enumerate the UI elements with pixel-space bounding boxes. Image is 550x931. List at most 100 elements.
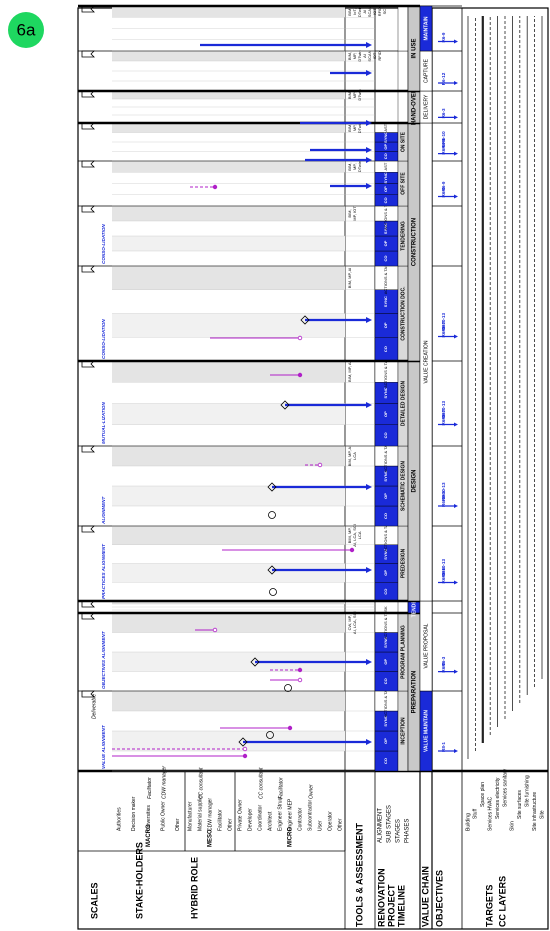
deliverable-flag — [81, 50, 95, 58]
scale-group: MESO — [208, 829, 214, 847]
sub-stage: AST — [383, 162, 388, 170]
timeline-sublabel: PHASES — [405, 819, 411, 843]
objective: R10-13 — [441, 482, 446, 498]
stage: PROGRAM PLANNING — [400, 625, 406, 679]
sub-column-shade — [112, 731, 345, 751]
timeline-label: RENOVATION — [376, 868, 386, 927]
milestone: VALUE ALIGNMENT — [101, 724, 106, 769]
deliverable-flag — [81, 265, 95, 273]
arrow-head — [454, 580, 458, 585]
value-chain-cell — [419, 5, 433, 52]
objective: R8-1 — [441, 742, 446, 752]
stakeholder: Manufacturer — [187, 801, 193, 831]
sub-stage: SYNC — [383, 296, 388, 307]
tool: CW, MP, — [347, 615, 352, 630]
deliverable-flag — [81, 445, 95, 453]
tool: RFID — [377, 51, 382, 60]
sub-stage: SYNC — [383, 470, 388, 481]
sub-stage: SYNC — [383, 548, 388, 559]
tool: BIM, — [347, 209, 352, 217]
arrow-head — [454, 504, 458, 508]
tool: IOT — [372, 8, 377, 15]
sub-stage: CO — [383, 197, 388, 203]
sub-column-shade — [112, 123, 345, 133]
arrow-head — [366, 70, 372, 76]
deliverable-flag — [81, 525, 95, 533]
sub-column-shade — [112, 526, 345, 545]
sub-column-shade — [112, 91, 345, 99]
sub-stage: SYNC — [383, 223, 388, 234]
tool: AI, LCA, SCI — [352, 611, 357, 634]
stakeholder-dot — [297, 372, 303, 378]
sub-stage: CO — [383, 256, 388, 262]
sub-column-shade — [112, 446, 345, 466]
milestone: PRACTICES ALIGNMENT — [101, 543, 106, 599]
milestone: OBJECTIVES ALIGNMENT — [101, 630, 106, 689]
stage: ON SITE — [400, 131, 406, 152]
diamond — [300, 315, 310, 325]
stage: INCEPTION — [400, 717, 406, 745]
sub-column-shade — [112, 361, 345, 383]
objective: R6-9 — [441, 32, 446, 42]
stakeholder-circle — [268, 511, 276, 519]
milestone: ALIGNMENT — [101, 496, 106, 525]
objective: R6-6 — [441, 567, 446, 577]
arrow-head — [366, 567, 372, 573]
value-chain-label: VALUE CHAIN — [420, 866, 430, 927]
objective: R6-3 — [441, 327, 446, 337]
stakeholder-dot — [242, 753, 248, 759]
stakeholder: User — [317, 820, 323, 831]
hybrid-role: Facilitator — [147, 777, 153, 799]
scale-group: MACRO — [146, 824, 152, 847]
stage-cell — [397, 600, 409, 614]
stakeholder: Private Owner — [237, 799, 243, 831]
sub-stage: CO — [383, 589, 388, 595]
stakeholder-dot — [212, 184, 218, 190]
stakeholder-dot — [212, 627, 218, 633]
objective: R6-12 — [441, 72, 446, 85]
diamond — [238, 737, 248, 747]
stakeholder: Other — [337, 818, 343, 831]
sub-stage: OP — [383, 240, 388, 246]
cc-layer: Services electricity — [495, 777, 501, 819]
objective: R6-10 — [441, 131, 446, 144]
value-chain-step: VALUE CREATION — [423, 340, 429, 383]
value-chain-step: DELIVERY — [423, 94, 429, 119]
phase: DESIGN — [412, 469, 418, 492]
timeline-label: PROJECT — [386, 884, 396, 927]
framework: SCALES STAKE-HOLDERS HYBRID ROLE TOOLS & AS… — [77, 4, 549, 930]
sub-stage: AST — [383, 123, 388, 131]
stage: CONSTRUCTION DOC. — [400, 286, 406, 341]
tool: MP, — [352, 124, 357, 131]
sub-stage: OP — [383, 570, 388, 576]
objective: R10-13 — [441, 313, 446, 329]
deliverable-flag — [81, 205, 95, 213]
phase: CONSTRUCTION — [412, 218, 418, 266]
cc-layer: Stuff — [473, 808, 479, 819]
scales-title: SCALES — [89, 882, 99, 919]
deliverable-note: Deliverable — [91, 694, 97, 719]
tool: SC — [382, 9, 387, 15]
stakeholder-dot — [297, 335, 303, 341]
arrow-head — [454, 39, 458, 44]
stakeholder-dot — [317, 462, 323, 468]
hybrid-role-title: HYBRID ROLE — [189, 857, 199, 919]
badge-circle — [8, 12, 44, 48]
tools-label: TOOLS & ASSESSMENT — [354, 822, 364, 927]
hybrid-role: CC consultant — [198, 767, 204, 799]
stakeholder-dot — [287, 725, 293, 731]
milestone: CONSO-LIDATION — [101, 224, 106, 264]
objective: R6-3 — [441, 656, 446, 666]
targets-label: TARGETS — [484, 885, 494, 927]
deliverable-flag — [81, 160, 95, 168]
sub-stage: SYNC — [383, 715, 388, 726]
sub-stage: OP — [383, 186, 388, 192]
tool: BIM, — [347, 91, 352, 99]
sub-stage: OP — [383, 322, 388, 328]
tool: AI — [362, 54, 367, 58]
tool: DTwin — [357, 89, 362, 100]
tool: MP, — [352, 53, 357, 60]
objective: R6-2 — [441, 662, 446, 672]
arrow-head — [454, 194, 458, 199]
